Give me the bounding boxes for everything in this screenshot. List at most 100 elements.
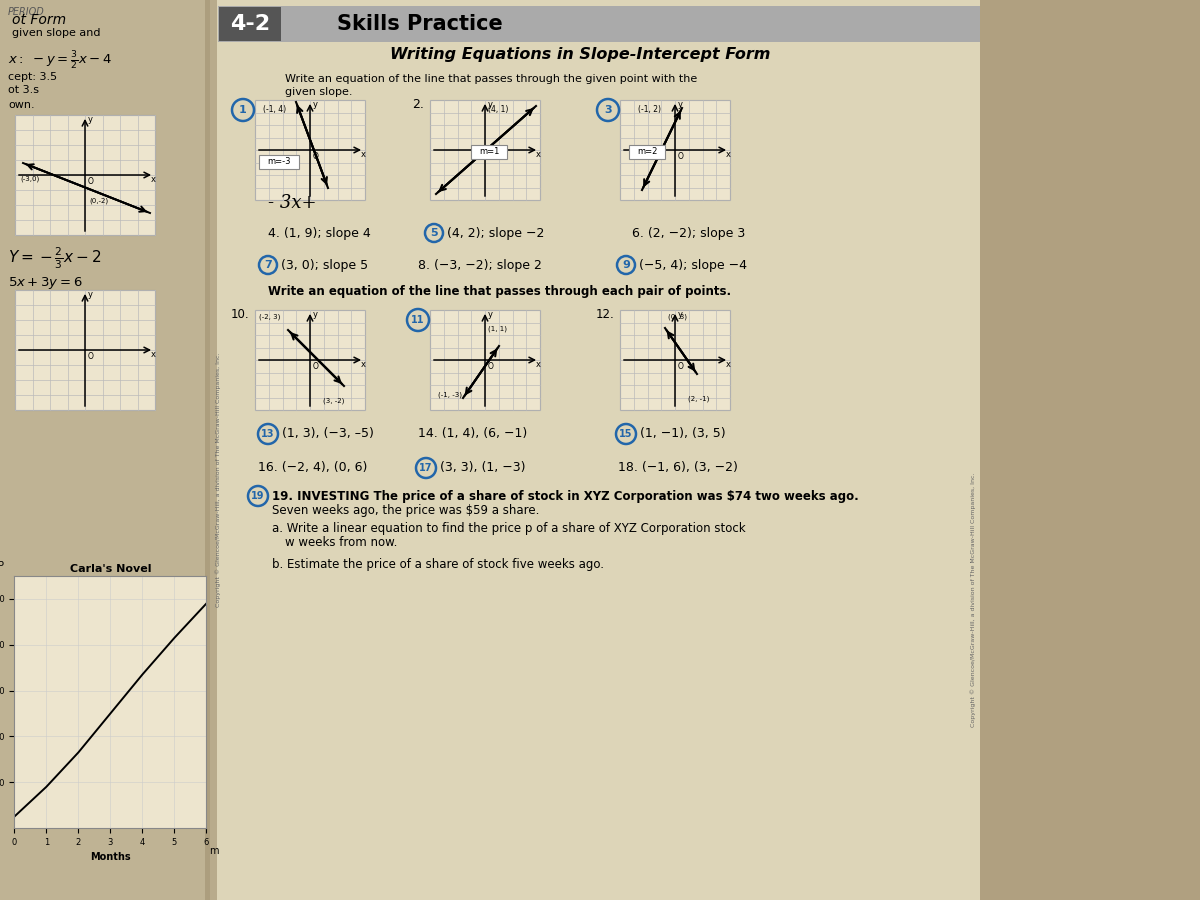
Text: Skills Practice: Skills Practice xyxy=(337,14,503,34)
Text: 11: 11 xyxy=(412,315,425,325)
Text: 4. (1, 9); slope 4: 4. (1, 9); slope 4 xyxy=(268,227,371,239)
Text: Copyright © Glencoe/McGraw-Hill, a division of The McGraw-Hill Companies, Inc.: Copyright © Glencoe/McGraw-Hill, a divis… xyxy=(970,472,976,727)
Text: (-3,0): (-3,0) xyxy=(20,175,40,182)
Text: y: y xyxy=(488,310,493,319)
Text: 6. (2, −2); slope 3: 6. (2, −2); slope 3 xyxy=(632,227,745,239)
Text: 5: 5 xyxy=(430,228,438,238)
Text: (3, -2): (3, -2) xyxy=(323,397,344,403)
Text: y: y xyxy=(488,100,493,109)
Text: Writing Equations in Slope-Intercept Form: Writing Equations in Slope-Intercept For… xyxy=(390,48,770,62)
Text: (-1, 2): (-1, 2) xyxy=(638,105,661,114)
Text: y: y xyxy=(88,115,94,124)
Text: x: x xyxy=(151,350,156,359)
Text: (0,-2): (0,-2) xyxy=(89,198,108,204)
Text: 12.: 12. xyxy=(595,309,614,321)
Text: Write an equation of the line that passes through the given point with the: Write an equation of the line that passe… xyxy=(286,74,697,84)
FancyBboxPatch shape xyxy=(259,155,299,169)
Text: given slope.: given slope. xyxy=(286,87,353,97)
Text: (3, 3), (1, −3): (3, 3), (1, −3) xyxy=(440,462,526,474)
Text: (3, 0); slope 5: (3, 0); slope 5 xyxy=(281,258,368,272)
Text: x: x xyxy=(536,150,541,159)
X-axis label: Months: Months xyxy=(90,852,131,862)
Text: 19: 19 xyxy=(251,491,265,501)
Bar xyxy=(205,0,217,900)
Text: x: x xyxy=(151,175,156,184)
Text: O: O xyxy=(313,362,319,371)
Text: y: y xyxy=(678,100,683,109)
Text: a. Write a linear equation to find the price p of a share of XYZ Corporation sto: a. Write a linear equation to find the p… xyxy=(272,522,745,535)
Text: 1: 1 xyxy=(239,105,247,115)
Text: 19. INVESTING The price of a share of stock in XYZ Corporation was $74 two weeks: 19. INVESTING The price of a share of st… xyxy=(272,490,859,503)
Text: Seven weeks ago, the price was $59 a share.: Seven weeks ago, the price was $59 a sha… xyxy=(272,504,539,517)
Text: x: x xyxy=(726,360,731,369)
Text: (1, 1): (1, 1) xyxy=(488,325,508,331)
Bar xyxy=(256,310,365,410)
Text: (-1, -3): (-1, -3) xyxy=(438,391,462,398)
Text: O: O xyxy=(313,152,319,161)
Text: 8. (−3, −2); slope 2: 8. (−3, −2); slope 2 xyxy=(418,258,542,272)
Text: own.: own. xyxy=(8,100,35,110)
Bar xyxy=(218,6,980,42)
Text: x: x xyxy=(536,360,541,369)
Text: (-1, 4): (-1, 4) xyxy=(263,105,286,114)
Bar xyxy=(220,7,281,41)
Bar xyxy=(14,290,155,410)
Text: PERIOD: PERIOD xyxy=(8,7,44,17)
Text: O: O xyxy=(678,362,684,371)
Text: (1, 3), (−3, –5): (1, 3), (−3, –5) xyxy=(282,428,374,440)
Bar xyxy=(430,310,540,410)
Text: (4, 2); slope −2: (4, 2); slope −2 xyxy=(446,227,545,239)
Text: m=2: m=2 xyxy=(637,148,658,157)
Bar xyxy=(620,310,730,410)
Bar xyxy=(210,0,980,900)
Text: O: O xyxy=(88,352,94,361)
Text: (-2, 3): (-2, 3) xyxy=(259,313,281,320)
Text: O: O xyxy=(88,177,94,186)
Text: x: x xyxy=(361,360,366,369)
Text: (2, -1): (2, -1) xyxy=(688,395,709,401)
Text: 3: 3 xyxy=(604,105,612,115)
Text: cept: 3.5: cept: 3.5 xyxy=(8,72,58,82)
Text: given slope and: given slope and xyxy=(12,28,101,38)
Text: 10.: 10. xyxy=(230,309,250,321)
Bar xyxy=(14,115,155,235)
Text: 2.: 2. xyxy=(412,98,424,112)
Text: P: P xyxy=(0,562,5,572)
Text: 15: 15 xyxy=(619,429,632,439)
Text: 17: 17 xyxy=(419,463,433,473)
FancyBboxPatch shape xyxy=(629,145,665,159)
Text: m=1: m=1 xyxy=(479,148,499,157)
Text: Write an equation of the line that passes through each pair of points.: Write an equation of the line that passe… xyxy=(268,285,731,299)
Text: (1, −1), (3, 5): (1, −1), (3, 5) xyxy=(640,428,726,440)
Text: 13: 13 xyxy=(262,429,275,439)
Text: (0, 3): (0, 3) xyxy=(668,313,686,320)
Text: y: y xyxy=(678,310,683,319)
Text: O: O xyxy=(488,152,494,161)
Text: ot Form: ot Form xyxy=(12,13,66,27)
Text: $Y = -\frac{2}{3}x-2$: $Y = -\frac{2}{3}x-2$ xyxy=(8,245,101,271)
Text: (−5, 4); slope −4: (−5, 4); slope −4 xyxy=(640,258,746,272)
Bar xyxy=(620,100,730,200)
Text: 9: 9 xyxy=(622,260,630,270)
Text: 7: 7 xyxy=(264,260,272,270)
Bar xyxy=(0,0,210,900)
Text: - 3x+: - 3x+ xyxy=(268,194,317,212)
Text: ot 3.s: ot 3.s xyxy=(8,85,38,95)
Bar xyxy=(256,100,365,200)
Bar xyxy=(980,0,1200,900)
Text: b. Estimate the price of a share of stock five weeks ago.: b. Estimate the price of a share of stoc… xyxy=(272,558,604,571)
Text: m: m xyxy=(210,846,220,856)
Text: y: y xyxy=(313,100,318,109)
Text: m=-3: m=-3 xyxy=(268,158,290,166)
Text: w weeks from now.: w weeks from now. xyxy=(286,536,397,549)
Text: x: x xyxy=(361,150,366,159)
Bar xyxy=(430,100,540,200)
Text: Copyright © Glencoe/McGraw-Hill, a division of The McGraw-Hill Companies, Inc.: Copyright © Glencoe/McGraw-Hill, a divis… xyxy=(215,353,221,608)
Text: y: y xyxy=(88,290,94,299)
Text: 16. (−2, 4), (0, 6): 16. (−2, 4), (0, 6) xyxy=(258,462,367,474)
Text: x: x xyxy=(726,150,731,159)
Text: O: O xyxy=(488,362,494,371)
FancyBboxPatch shape xyxy=(470,145,508,159)
Text: O: O xyxy=(678,152,684,161)
Text: 4-2: 4-2 xyxy=(230,14,270,34)
